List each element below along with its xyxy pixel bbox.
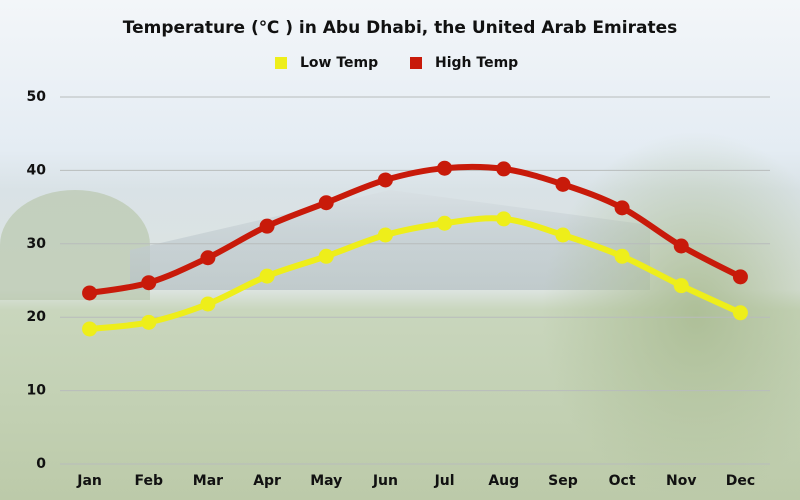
data-point bbox=[259, 218, 275, 234]
data-point bbox=[437, 215, 453, 231]
data-point bbox=[614, 200, 630, 216]
y-tick-label: 20 bbox=[27, 309, 47, 325]
x-tick-label: Sep bbox=[548, 473, 578, 489]
legend-swatch bbox=[410, 57, 422, 69]
x-tick-label: Oct bbox=[609, 473, 636, 489]
data-point bbox=[437, 160, 453, 176]
x-tick-label: Mar bbox=[193, 473, 223, 489]
y-tick-label: 0 bbox=[36, 456, 46, 472]
data-point bbox=[732, 305, 748, 321]
data-point bbox=[200, 250, 216, 266]
x-tick-label: Jan bbox=[76, 473, 102, 489]
x-tick-label: Jul bbox=[434, 473, 455, 489]
data-point bbox=[82, 285, 98, 301]
chart-title: Temperature (℃ ) in Abu Dhabi, the Unite… bbox=[123, 18, 677, 38]
data-point bbox=[141, 314, 157, 330]
legend-label: Low Temp bbox=[300, 55, 378, 71]
x-tick-label: Nov bbox=[666, 473, 696, 489]
data-point bbox=[377, 172, 393, 188]
data-point bbox=[496, 161, 512, 177]
data-point bbox=[318, 195, 334, 211]
data-point bbox=[377, 227, 393, 243]
data-point bbox=[732, 269, 748, 285]
data-point bbox=[259, 268, 275, 284]
legend-swatch bbox=[275, 57, 287, 69]
y-tick-label: 30 bbox=[27, 236, 47, 252]
data-point bbox=[318, 248, 334, 264]
x-tick-label: Aug bbox=[488, 473, 519, 489]
data-point bbox=[82, 321, 98, 337]
data-point bbox=[614, 248, 630, 264]
x-tick-label: Jun bbox=[372, 473, 398, 489]
series-line bbox=[89, 215, 742, 332]
x-tick-label: Dec bbox=[726, 473, 755, 489]
data-point bbox=[141, 275, 157, 291]
data-point bbox=[673, 278, 689, 294]
x-tick-label: May bbox=[310, 473, 342, 489]
data-point bbox=[673, 238, 689, 254]
y-tick-label: 50 bbox=[27, 89, 47, 105]
x-tick-label: Apr bbox=[253, 473, 281, 489]
background-trees bbox=[0, 190, 150, 300]
x-tick-label: Feb bbox=[134, 473, 163, 489]
y-tick-label: 10 bbox=[27, 383, 47, 399]
data-point bbox=[496, 211, 512, 227]
data-point bbox=[555, 227, 571, 243]
legend-label: High Temp bbox=[435, 55, 518, 71]
data-point bbox=[200, 296, 216, 312]
y-tick-label: 40 bbox=[27, 162, 47, 178]
data-point bbox=[555, 176, 571, 192]
